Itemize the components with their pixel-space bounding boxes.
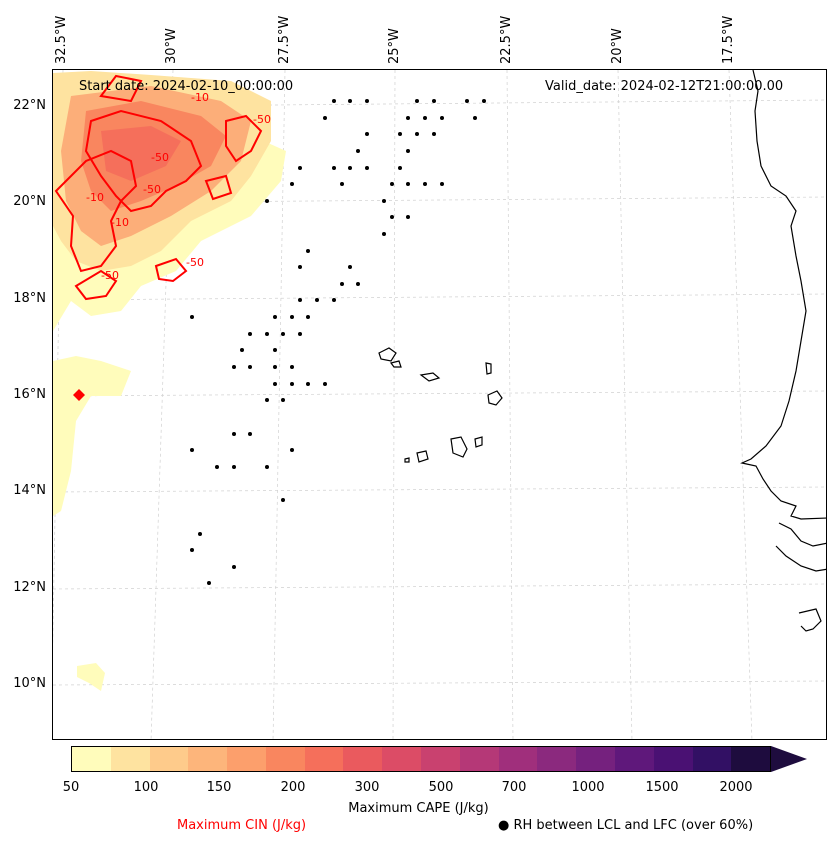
colorbar-tick: 1500 (645, 780, 679, 795)
lat-label-22n: 22°N (13, 98, 46, 113)
colorbar-tick: 50 (62, 780, 80, 795)
colorbar-swatch (498, 747, 538, 771)
colorbar-extend-arrow (771, 746, 807, 772)
islands (378, 347, 503, 463)
cin-contour-label: -50 (101, 269, 119, 282)
cin-contour-label: -50 (186, 256, 204, 269)
legend-rh: ● RH between LCL and LFC (over 60%) (498, 818, 753, 833)
lon-label-25w: 25°W (387, 28, 402, 64)
lat-label-16n: 16°N (13, 387, 46, 402)
lat-label-18n: 18°N (13, 291, 46, 306)
lon-label-17.5w: 17.5°W (721, 15, 736, 64)
colorbar-tick: 300 (354, 780, 380, 795)
start-date-label: Start date: 2024-02-10_00:00:00 (79, 79, 294, 94)
colorbar-swatch (731, 747, 771, 771)
colorbar-swatch (149, 747, 189, 771)
colorbar-swatch (537, 747, 577, 771)
cin-contour-labels: -10 -50 -50 -10 -50 -10 -50 -50 (86, 91, 271, 282)
colorbar-swatch (188, 747, 228, 771)
colorbar-tick: 150 (206, 780, 232, 795)
rh-dots (190, 99, 486, 585)
map-panel[interactable]: -10 -50 -50 -10 -50 -10 -50 -50 (52, 69, 827, 740)
colorbar-title: Maximum CAPE (J/kg) (348, 801, 489, 816)
lon-label-20w: 20°W (610, 28, 625, 64)
colorbar-tick: 700 (501, 780, 527, 795)
lon-label-32.5w: 32.5°W (54, 15, 69, 64)
legend-cin-label: Maximum CIN (J/kg) (177, 818, 307, 833)
lat-label-10n: 10°N (13, 676, 46, 691)
cape-colorbar (71, 746, 771, 772)
lat-label-14n: 14°N (13, 483, 46, 498)
colorbar-tick: 100 (133, 780, 159, 795)
lon-label-27.5w: 27.5°W (277, 15, 292, 64)
cin-contours (54, 74, 263, 301)
lon-label-30w: 30°W (164, 28, 179, 64)
lon-label-22.5w: 22.5°W (499, 15, 514, 64)
cape-shading (53, 71, 286, 691)
colorbar-swatch (265, 747, 305, 771)
colorbar-swatch (382, 747, 422, 771)
colorbar-swatch (653, 747, 693, 771)
lat-label-12n: 12°N (13, 580, 46, 595)
colorbar-swatch (110, 747, 150, 771)
colorbar-swatch (304, 747, 344, 771)
cin-contour-label: -50 (151, 151, 169, 164)
colorbar-swatch (692, 747, 732, 771)
cin-contour-label: -50 (143, 183, 161, 196)
colorbar-swatch (576, 747, 615, 771)
colorbar-swatch (459, 747, 499, 771)
lat-label-20n: 20°N (13, 194, 46, 209)
colorbar-swatch (343, 747, 383, 771)
colorbar-swatch (421, 747, 460, 771)
colorbar-tick: 1000 (571, 780, 605, 795)
cin-contour-label: -10 (86, 191, 104, 204)
cin-contour-label: -10 (111, 216, 129, 229)
colorbar-tick: 200 (280, 780, 306, 795)
red-diamond-marker (73, 389, 85, 401)
graticule (53, 70, 826, 739)
colorbar-tick: 500 (428, 780, 454, 795)
legend-rh-label: RH between LCL and LFC (over 60%) (513, 818, 754, 833)
colorbar-tick: 2000 (719, 780, 753, 795)
valid-date-label: Valid_date: 2024-02-12T21:00:00.00 (545, 79, 784, 94)
colorbar-swatch (72, 747, 111, 771)
cin-contour-label: -10 (191, 91, 209, 104)
colorbar-swatch (227, 747, 266, 771)
coastline (740, 70, 826, 632)
colorbar-swatch (614, 747, 654, 771)
map-canvas: -10 -50 -50 -10 -50 -10 -50 -50 (53, 70, 826, 739)
rh-dot-icon: ● (498, 818, 510, 833)
cin-contour-label: -50 (253, 113, 271, 126)
